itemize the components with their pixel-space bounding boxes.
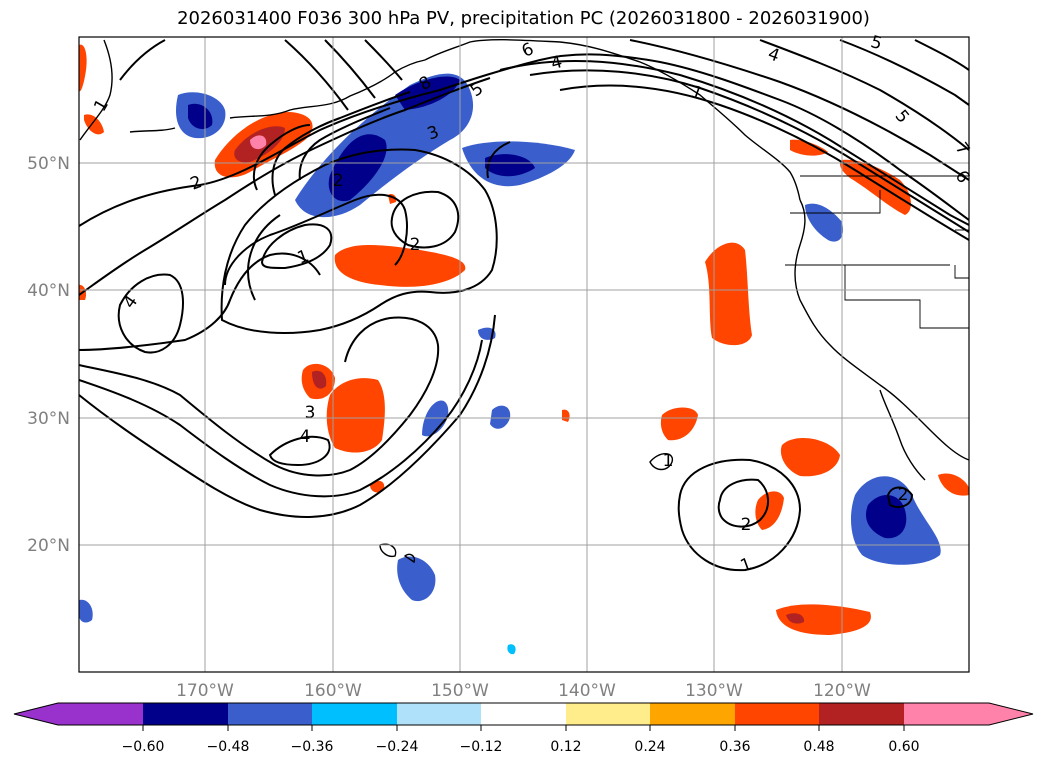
pv-contours (78, 39, 970, 572)
lat-label: 30°N (27, 409, 70, 429)
negative-anomaly-patch (865, 494, 907, 539)
colorbar-tick-label: 0.12 (550, 739, 581, 755)
positive-anomaly-patch (79, 44, 87, 92)
positive-anomaly-patch (840, 159, 912, 215)
negative-anomaly-patch (397, 556, 436, 602)
colorbar: −0.60 −0.48 −0.36 −0.24 −0.12 0.12 0.24 … (13, 702, 1034, 755)
colorbar-cell (58, 703, 143, 725)
colorbar-cell (312, 703, 397, 725)
colorbar-cell (650, 703, 735, 725)
positive-anomaly-patch (660, 407, 698, 441)
lat-label: 50°N (27, 154, 70, 174)
lon-label: 150°W (431, 681, 489, 701)
colorbar-cell (228, 703, 312, 725)
colorbar-cell (904, 703, 989, 725)
contour-label: 1 (663, 451, 674, 471)
positive-anomaly-patch (790, 139, 828, 156)
lon-label: 120°W (813, 681, 871, 701)
negative-anomaly-patch (485, 154, 535, 177)
colorbar-tick-label: 0.60 (888, 739, 919, 755)
colorbar-extend-right (989, 703, 1033, 725)
colorbar-cell (735, 703, 819, 725)
positive-anomaly-patch (326, 378, 385, 453)
positive-anomaly-patch (776, 604, 871, 635)
positive-anomaly-patch (938, 473, 969, 496)
colorbar-cell (397, 703, 481, 725)
lat-label: 40°N (27, 281, 70, 301)
positive-anomaly-patch (312, 370, 327, 389)
lon-label: 160°W (304, 681, 362, 701)
positive-anomaly-patch (562, 409, 570, 422)
colorbar-tick-label: 0.36 (719, 739, 750, 755)
colorbar-tick-label: −0.12 (460, 739, 503, 755)
colorbar-tick-label: −0.24 (376, 739, 419, 755)
lon-label: 130°W (685, 681, 743, 701)
lon-label: 170°W (176, 681, 234, 701)
negative-anomaly-patch (490, 405, 511, 429)
contour-label: 2 (898, 485, 909, 505)
colorbar-extend-left (14, 703, 58, 725)
colorbar-tick-label: −0.48 (207, 739, 250, 755)
longitude-labels: 170°W 160°W 150°W 140°W 130°W 120°W (176, 681, 871, 701)
positive-anomaly-patch (786, 613, 805, 624)
colorbar-tick-label: −0.36 (291, 739, 334, 755)
political-borders (785, 175, 969, 329)
contour-label: 2 (333, 171, 344, 191)
colorbar-cell (143, 703, 228, 725)
contour-label: 4 (300, 427, 311, 447)
negative-anomaly-patch (79, 599, 93, 623)
lat-label: 20°N (27, 536, 70, 556)
latitude-labels: 50°N 40°N 30°N 20°N (27, 154, 70, 556)
negative-anomaly-patch (507, 644, 516, 655)
contour-label: 2 (410, 235, 421, 255)
precipitation-shading (79, 44, 969, 655)
colorbar-tick-label: 0.48 (803, 739, 834, 755)
colorbar-cell (481, 703, 566, 725)
negative-anomaly-patch (188, 103, 213, 130)
positive-anomaly-patch (84, 114, 104, 135)
colorbar-cell (566, 703, 650, 725)
colorbar-tick-label: 0.24 (634, 739, 665, 755)
colorbar-tick-label: −0.60 (122, 739, 165, 755)
map-title: 2026031400 F036 300 hPa PV, precipitatio… (177, 8, 870, 29)
positive-anomaly-patch (705, 242, 752, 346)
lon-label: 140°W (558, 681, 616, 701)
positive-anomaly-patch (250, 135, 267, 150)
contour-label: 3 (305, 403, 316, 423)
contour-label: 5 (868, 32, 884, 54)
positive-anomaly-patch (334, 245, 466, 287)
positive-anomaly-patch (755, 491, 784, 530)
map-frame (78, 36, 970, 673)
positive-anomaly-patch (780, 437, 840, 477)
colorbar-cell (819, 703, 904, 725)
contour-label: 2 (741, 515, 752, 535)
gridlines (79, 37, 969, 672)
positive-anomaly-patch (370, 480, 385, 493)
contour-label: 4 (549, 52, 565, 74)
